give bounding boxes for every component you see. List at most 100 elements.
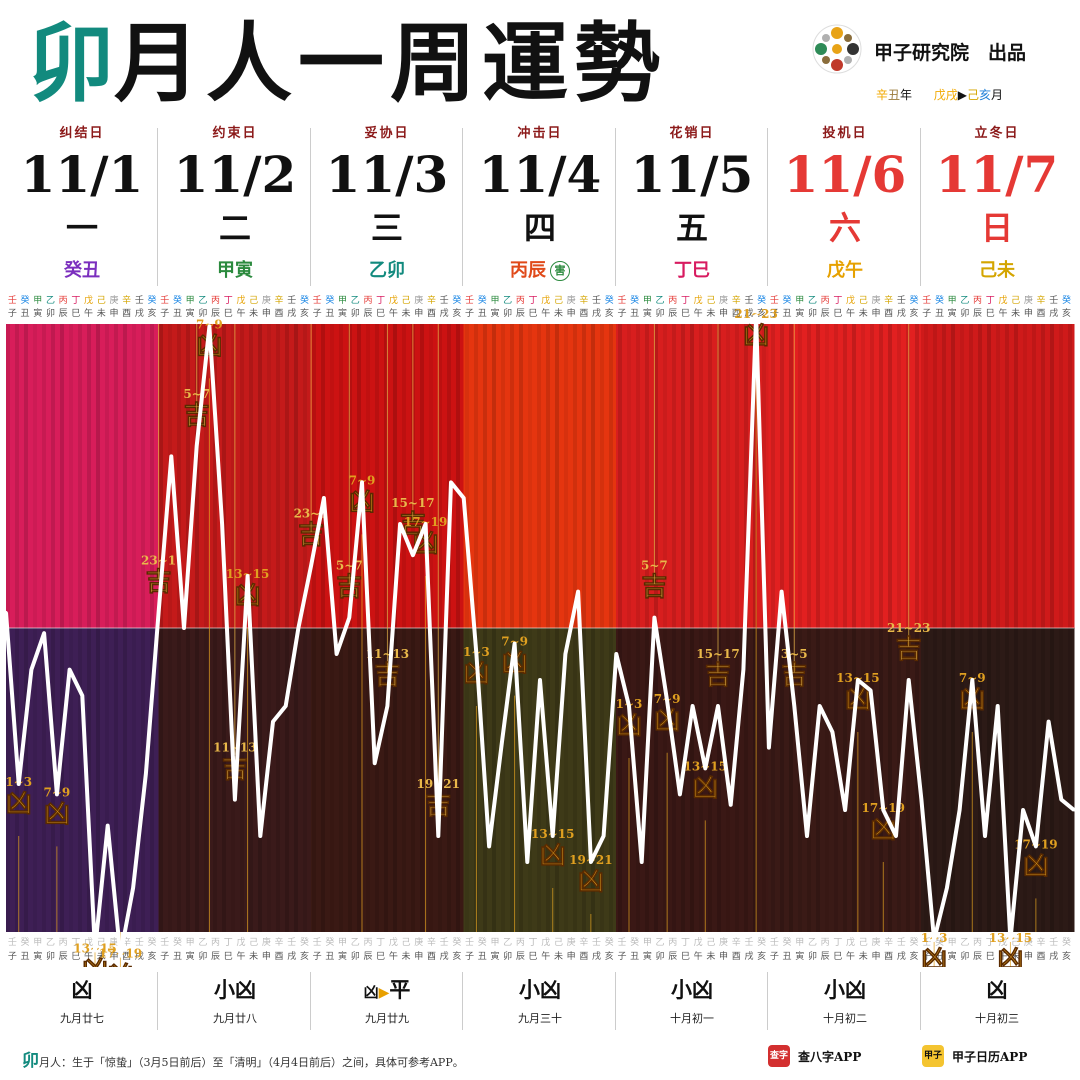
hour-branch-label: 卯 <box>808 951 817 962</box>
hour-branch-label: 亥 <box>1062 307 1071 319</box>
curve-point <box>754 314 758 318</box>
hour-branch-label: 寅 <box>490 307 499 319</box>
hour-branch-label: 未 <box>706 950 715 962</box>
hour-stem-label: 癸 <box>630 936 639 948</box>
day-summary: 小凶 九月廿八 <box>159 968 311 1034</box>
day-label: 立冬日 <box>974 126 1020 141</box>
hour-stem-label: 己 <box>249 295 258 306</box>
hour-branch-label: 子 <box>922 951 931 962</box>
lunar-date: 十月初二 <box>823 1012 867 1025</box>
curve-point <box>602 834 606 838</box>
hour-stem-label: 丁 <box>681 296 690 306</box>
bazi-app-link[interactable]: 查字 查八字APP <box>768 1044 861 1068</box>
hour-branch-label: 卯 <box>960 951 969 962</box>
month-from-branch: 戌 <box>945 88 958 102</box>
hour-stem-label: 丁 <box>224 938 233 948</box>
hour-branch-label: 申 <box>871 307 880 319</box>
hour-branch-label: 未 <box>1011 307 1020 319</box>
hour-stem-label: 庚 <box>1024 936 1033 948</box>
curve-point <box>767 746 771 750</box>
hour-branch-label: 亥 <box>1062 950 1071 962</box>
curve-point <box>207 324 211 328</box>
hour-stem-label: 壬 <box>922 937 931 948</box>
day-fortune-level: 凶 <box>71 977 93 1002</box>
bad-hour-label: 凶 <box>921 945 947 967</box>
hour-stem-label: 辛 <box>884 936 893 948</box>
hour-branch-label: 寅 <box>643 950 652 962</box>
hour-stem-label: 癸 <box>1062 936 1071 948</box>
hour-branch-label: 亥 <box>605 950 614 962</box>
hour-stem-label: 壬 <box>135 937 144 948</box>
curve-point <box>29 668 33 672</box>
hour-branch-label: 子 <box>465 308 474 319</box>
hour-branch-label: 未 <box>554 307 563 319</box>
good-hour-label: 吉 <box>146 567 172 597</box>
hour-branch-label: 辰 <box>516 308 525 319</box>
curve-point <box>869 688 873 692</box>
hour-stem-label: 癸 <box>21 936 30 948</box>
hour-stem-label: 癸 <box>300 936 309 948</box>
day-fortune-level: 凶 <box>986 977 1008 1002</box>
hour-stem-label: 辛 <box>732 294 741 306</box>
curve-point <box>716 704 720 708</box>
hour-stem-label: 甲 <box>643 937 652 948</box>
hour-branch-label: 亥 <box>605 307 614 319</box>
hour-stem-label: 癸 <box>452 294 461 306</box>
hour-branch-label: 卯 <box>46 951 55 962</box>
good-zone-band <box>921 324 1075 628</box>
page-title: 卯 月人一周運勢 <box>28 14 666 114</box>
hour-branch-label: 午 <box>236 307 245 319</box>
hour-stem-label: 己 <box>1011 937 1020 948</box>
hour-stem-label: 壬 <box>897 295 906 306</box>
curve-point <box>169 454 173 458</box>
hour-branch-label: 巳 <box>833 951 842 962</box>
curve-point <box>627 704 631 708</box>
hour-stem-label: 丁 <box>833 296 842 306</box>
hour-stem-label: 癸 <box>630 294 639 306</box>
curve-point <box>856 678 860 682</box>
hour-branch-label: 子 <box>160 308 169 319</box>
hour-branch-label: 申 <box>567 307 576 319</box>
hour-stem-label: 癸 <box>783 294 792 306</box>
hour-stem-label: 壬 <box>313 937 322 948</box>
brand-logo-icon <box>812 24 862 74</box>
hour-stem-label: 辛 <box>427 936 436 948</box>
hour-branch-label: 巳 <box>681 951 690 962</box>
good-hour-label: 吉 <box>184 401 210 431</box>
hour-stem-label: 丁 <box>986 296 995 306</box>
curve-point <box>233 798 237 802</box>
hour-stem-label: 壬 <box>465 295 474 306</box>
hour-branch-label: 辰 <box>973 951 982 962</box>
hour-branch-label: 卯 <box>46 308 55 319</box>
hour-stem-label: 戊 <box>541 936 550 948</box>
hour-stem-label: 壬 <box>617 295 626 306</box>
hour-stem-label: 癸 <box>478 294 487 306</box>
hour-stem-label: 癸 <box>325 294 334 306</box>
hour-branch-label: 亥 <box>452 307 461 319</box>
day-summary: 凶▶平 九月廿九 <box>311 968 463 1034</box>
hour-branch-label: 丑 <box>935 951 944 962</box>
hour-stem-label: 癸 <box>300 294 309 306</box>
curve-point <box>246 574 250 578</box>
curve-point <box>843 808 847 812</box>
hour-branch-label: 辰 <box>59 951 68 962</box>
hour-stem-label: 庚 <box>109 936 118 948</box>
hour-branch-label: 寅 <box>948 950 957 962</box>
day-summary: 凶十月初三 <box>921 968 1073 1034</box>
curve-point <box>182 626 186 630</box>
hour-branch-label: 申 <box>871 950 880 962</box>
hour-stem-label: 辛 <box>884 294 893 306</box>
hour-stem-label: 己 <box>554 937 563 948</box>
hour-branch-label: 亥 <box>757 950 766 962</box>
hour-branch-label: 戌 <box>897 950 906 962</box>
hour-branch-label: 辰 <box>59 308 68 319</box>
hour-stem-label: 丁 <box>71 296 80 306</box>
hour-branch-label: 巳 <box>376 308 385 319</box>
curve-point <box>258 834 262 838</box>
hour-branch-label: 亥 <box>148 307 157 319</box>
curve-point <box>449 480 453 484</box>
hour-branch-label: 寅 <box>795 950 804 962</box>
hour-stem-label: 丙 <box>211 295 220 306</box>
hour-branch-label: 亥 <box>910 307 919 319</box>
calendar-app-link[interactable]: 甲子 甲子日历APP <box>922 1044 1027 1068</box>
